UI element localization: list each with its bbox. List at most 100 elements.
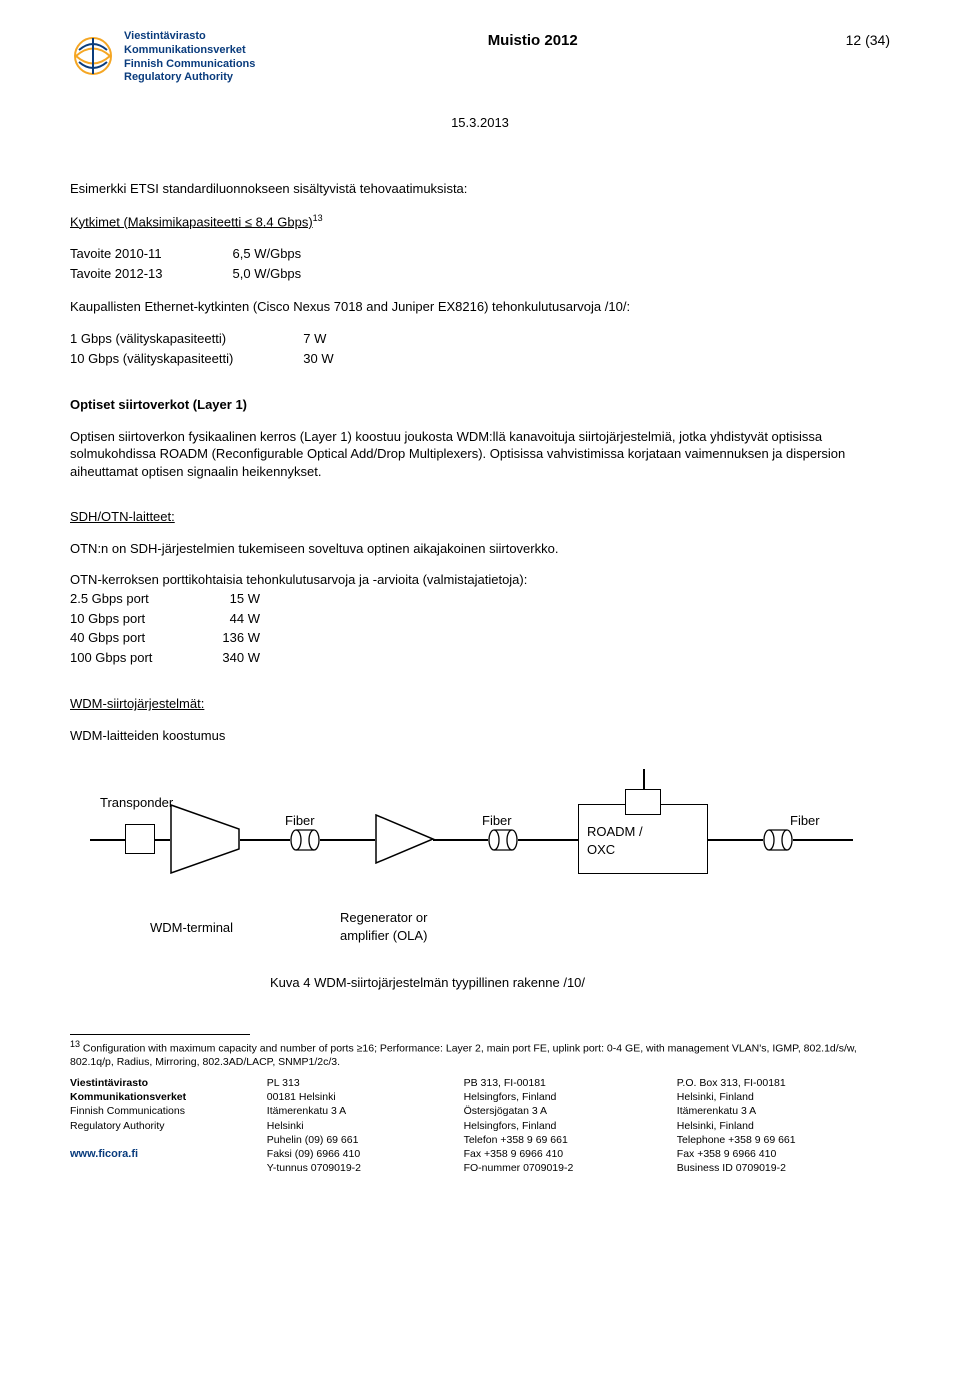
wire — [643, 769, 645, 789]
table-row: 2.5 Gbps port15 W — [70, 589, 260, 609]
wire — [708, 839, 763, 841]
wdm-diagram: Transponder Fiber Fiber — [90, 764, 870, 994]
logo-line: Kommunikationsverket — [124, 44, 255, 58]
footer-line: Helsingfors, Finland — [464, 1091, 557, 1103]
footer-line: Faksi (09) 6966 410 — [267, 1148, 360, 1160]
footnote-separator — [70, 1034, 250, 1035]
footer-line: Fax +358 9 6966 410 — [677, 1148, 777, 1160]
footer-line: Business ID 0709019-2 — [677, 1162, 786, 1174]
intro-text: Esimerkki ETSI standardiluonnokseen sisä… — [70, 180, 890, 198]
logo-line: Finnish Communications — [124, 58, 255, 72]
table-row: 10 Gbps port44 W — [70, 609, 260, 629]
wdm-title: WDM-siirtojärjestelmät: — [70, 695, 890, 713]
fiber-icon — [488, 829, 518, 851]
footnote-ref: 13 — [313, 213, 323, 223]
cell: 7 W — [233, 329, 333, 349]
wire — [240, 839, 290, 841]
switches-values-table: 1 Gbps (välityskapasiteetti)7 W 10 Gbps … — [70, 329, 334, 368]
fiber-icon — [290, 829, 320, 851]
footer-line: PL 313 — [267, 1077, 300, 1089]
transponder-box — [125, 824, 155, 854]
footer-line: Itämerenkatu 3 A — [267, 1105, 346, 1117]
cell: 30 W — [233, 349, 333, 369]
cell: Tavoite 2010-11 — [70, 244, 163, 264]
footer-line: Y-tunnus 0709019-2 — [267, 1162, 361, 1174]
footnote-number: 13 — [70, 1039, 80, 1049]
wdm-terminal-label: WDM-terminal — [150, 919, 233, 937]
cell: 44 W — [152, 609, 260, 629]
cell: 1 Gbps (välityskapasiteetti) — [70, 329, 233, 349]
diagram-caption: Kuva 4 WDM-siirtojärjestelmän tyypilline… — [270, 974, 585, 992]
switches-targets-table: Tavoite 2010-116,5 W/Gbps Tavoite 2012-1… — [70, 244, 301, 283]
footnote: 13 Configuration with maximum capacity a… — [70, 1039, 890, 1070]
cell: 10 Gbps (välityskapasiteetti) — [70, 349, 233, 369]
amplifier-shape — [375, 814, 435, 864]
footer-col: Viestintävirasto Kommunikationsverket Fi… — [70, 1076, 267, 1175]
cell: 15 W — [152, 589, 260, 609]
sdh-ports-table: 2.5 Gbps port15 W 10 Gbps port44 W 40 Gb… — [70, 589, 260, 667]
page: Viestintävirasto Kommunikationsverket Fi… — [0, 0, 960, 1195]
wire — [518, 839, 578, 841]
logo-block: Viestintävirasto Kommunikationsverket Fi… — [70, 30, 255, 85]
footer-address-table: Viestintävirasto Kommunikationsverket Fi… — [70, 1076, 890, 1175]
wire — [433, 839, 488, 841]
footer-line: Regulatory Authority — [70, 1120, 165, 1132]
footer-line: Helsinki — [267, 1120, 304, 1132]
footer-line: PB 313, FI-00181 — [464, 1077, 546, 1089]
page-number: 12 (34) — [810, 30, 890, 48]
cell: 6,5 W/Gbps — [163, 244, 302, 264]
body: Esimerkki ETSI standardiluonnokseen sisä… — [70, 180, 890, 994]
cell: 10 Gbps port — [70, 609, 152, 629]
footer-line: 00181 Helsinki — [267, 1091, 336, 1103]
cell: 2.5 Gbps port — [70, 589, 152, 609]
logo-text: Viestintävirasto Kommunikationsverket Fi… — [124, 30, 255, 85]
footer-line: Finnish Communications — [70, 1105, 185, 1117]
footer-col: PL 313 00181 Helsinki Itämerenkatu 3 A H… — [267, 1076, 464, 1175]
fiber-label: Fiber — [482, 812, 512, 830]
fiber-icon — [763, 829, 793, 851]
page-header: Viestintävirasto Kommunikationsverket Fi… — [70, 30, 890, 85]
footer-website[interactable]: www.ficora.fi — [70, 1148, 138, 1160]
cell: Tavoite 2012-13 — [70, 264, 163, 284]
cell: 40 Gbps port — [70, 628, 152, 648]
optical-heading: Optiset siirtoverkot (Layer 1) — [70, 396, 890, 414]
switches-title: Kytkimet (Maksimikapasiteetti ≤ 8.4 Gbps… — [70, 214, 313, 229]
footer-line: Telefon +358 9 69 661 — [464, 1134, 568, 1146]
footer-line: Itämerenkatu 3 A — [677, 1105, 756, 1117]
roadm-port-box — [625, 789, 661, 815]
doc-title: Muistio 2012 — [255, 30, 810, 49]
optical-para: Optisen siirtoverkon fysikaalinen kerros… — [70, 428, 890, 481]
footer-line: Fax +358 9 6966 410 — [464, 1148, 564, 1160]
doc-date: 15.3.2013 — [70, 115, 890, 130]
table-row: Tavoite 2010-116,5 W/Gbps — [70, 244, 301, 264]
footer-line: Telephone +358 9 69 661 — [677, 1134, 796, 1146]
fiber-label: Fiber — [285, 812, 315, 830]
cell: 5,0 W/Gbps — [163, 264, 302, 284]
wire — [155, 839, 170, 841]
footer-col: PB 313, FI-00181 Helsingfors, Finland Ös… — [464, 1076, 677, 1175]
footer-line: Östersjögatan 3 A — [464, 1105, 547, 1117]
wire — [793, 839, 853, 841]
footer-line: Kommunikationsverket — [70, 1091, 186, 1103]
footer-line: Helsinki, Finland — [677, 1120, 754, 1132]
footer-col: P.O. Box 313, FI-00181 Helsinki, Finland… — [677, 1076, 890, 1175]
table-row: 100 Gbps port340 W — [70, 648, 260, 668]
globe-icon — [70, 33, 116, 82]
transponder-label: Transponder — [100, 794, 173, 812]
footnote-text: Configuration with maximum capacity and … — [70, 1043, 857, 1069]
footer-line: FO-nummer 0709019-2 — [464, 1162, 574, 1174]
fiber-label: Fiber — [790, 812, 820, 830]
cell: 136 W — [152, 628, 260, 648]
table-row: Tavoite 2012-135,0 W/Gbps — [70, 264, 301, 284]
sdh-line1: OTN:n on SDH-järjestelmien tukemiseen so… — [70, 540, 890, 558]
table-row: 10 Gbps (välityskapasiteetti)30 W — [70, 349, 334, 369]
switches-subtext: Kaupallisten Ethernet-kytkinten (Cisco N… — [70, 298, 890, 316]
footer-line: Helsingfors, Finland — [464, 1120, 557, 1132]
wdm-subtitle: WDM-laitteiden koostumus — [70, 727, 890, 745]
table-row: 1 Gbps (välityskapasiteetti)7 W — [70, 329, 334, 349]
regenerator-label: Regenerator or amplifier (OLA) — [340, 909, 427, 944]
cell: 340 W — [152, 648, 260, 668]
sdh-line2: OTN-kerroksen porttikohtaisia tehonkulut… — [70, 571, 890, 589]
footer-line: P.O. Box 313, FI-00181 — [677, 1077, 786, 1089]
wire — [90, 839, 125, 841]
